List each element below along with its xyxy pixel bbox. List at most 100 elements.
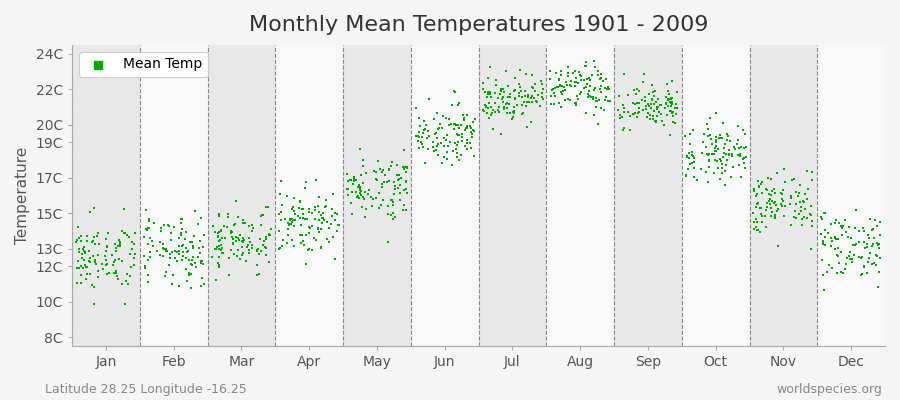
- Point: [87, 205, 102, 212]
- Point: [828, 234, 842, 240]
- Point: [464, 125, 478, 131]
- Point: [872, 218, 886, 225]
- Point: [588, 85, 602, 92]
- Point: [580, 76, 594, 82]
- Point: [281, 220, 295, 226]
- Point: [664, 78, 679, 84]
- Point: [194, 238, 208, 244]
- Point: [114, 228, 129, 234]
- Text: worldspecies.org: worldspecies.org: [776, 383, 882, 396]
- Point: [670, 100, 684, 107]
- Point: [141, 225, 156, 231]
- Point: [580, 62, 594, 69]
- Point: [526, 95, 541, 101]
- Point: [865, 261, 879, 268]
- Point: [574, 76, 589, 83]
- Point: [451, 138, 465, 145]
- Point: [521, 94, 535, 100]
- Point: [827, 246, 842, 252]
- Point: [409, 104, 423, 111]
- Point: [871, 241, 886, 248]
- Point: [521, 98, 535, 105]
- Point: [245, 222, 259, 228]
- Point: [750, 227, 764, 234]
- Point: [650, 106, 664, 112]
- Point: [493, 91, 508, 98]
- Point: [185, 242, 200, 249]
- Point: [747, 188, 761, 194]
- Point: [183, 239, 197, 246]
- Point: [797, 213, 812, 220]
- Point: [236, 239, 250, 245]
- Point: [709, 137, 724, 143]
- Point: [439, 156, 454, 162]
- Point: [108, 241, 122, 248]
- Point: [311, 224, 326, 231]
- Point: [497, 106, 511, 112]
- Point: [451, 102, 465, 108]
- Point: [121, 271, 135, 277]
- Point: [751, 178, 765, 184]
- Point: [397, 187, 411, 193]
- Point: [181, 248, 195, 254]
- Point: [500, 83, 515, 89]
- Point: [762, 198, 777, 204]
- Point: [714, 158, 728, 164]
- Point: [524, 94, 538, 101]
- Point: [447, 121, 462, 127]
- Point: [682, 131, 697, 137]
- Point: [555, 82, 570, 89]
- Point: [632, 99, 646, 106]
- Point: [320, 236, 335, 242]
- Point: [397, 165, 411, 172]
- Point: [237, 217, 251, 223]
- Point: [804, 203, 818, 210]
- Point: [70, 279, 85, 286]
- Point: [74, 238, 88, 244]
- Point: [640, 110, 654, 116]
- Point: [768, 215, 782, 221]
- Point: [861, 232, 876, 238]
- Point: [185, 244, 200, 250]
- Point: [752, 184, 767, 191]
- Point: [649, 118, 663, 124]
- Point: [436, 113, 450, 119]
- Point: [703, 132, 717, 139]
- Point: [536, 94, 550, 100]
- Point: [480, 110, 494, 116]
- Point: [111, 243, 125, 250]
- Point: [513, 84, 527, 90]
- Point: [274, 202, 289, 208]
- Point: [292, 205, 306, 212]
- Point: [599, 93, 614, 100]
- Point: [312, 229, 327, 236]
- Point: [344, 200, 358, 206]
- Point: [496, 99, 510, 105]
- Point: [501, 94, 516, 100]
- Point: [493, 86, 508, 92]
- Point: [100, 271, 114, 277]
- Point: [174, 232, 188, 238]
- Point: [427, 116, 441, 122]
- Point: [739, 144, 753, 150]
- Point: [482, 100, 497, 106]
- Point: [138, 265, 152, 271]
- Point: [447, 126, 462, 132]
- Point: [168, 255, 183, 261]
- Point: [576, 77, 590, 84]
- Point: [314, 212, 328, 218]
- Point: [302, 209, 316, 215]
- Point: [683, 160, 698, 167]
- Point: [525, 93, 539, 99]
- Point: [387, 191, 401, 198]
- Point: [709, 134, 724, 140]
- Point: [454, 122, 468, 128]
- Point: [500, 100, 515, 106]
- Point: [239, 244, 254, 250]
- Point: [416, 130, 430, 136]
- Point: [460, 137, 474, 143]
- Point: [114, 281, 129, 287]
- Point: [392, 196, 407, 203]
- Point: [254, 248, 268, 254]
- Point: [467, 128, 482, 135]
